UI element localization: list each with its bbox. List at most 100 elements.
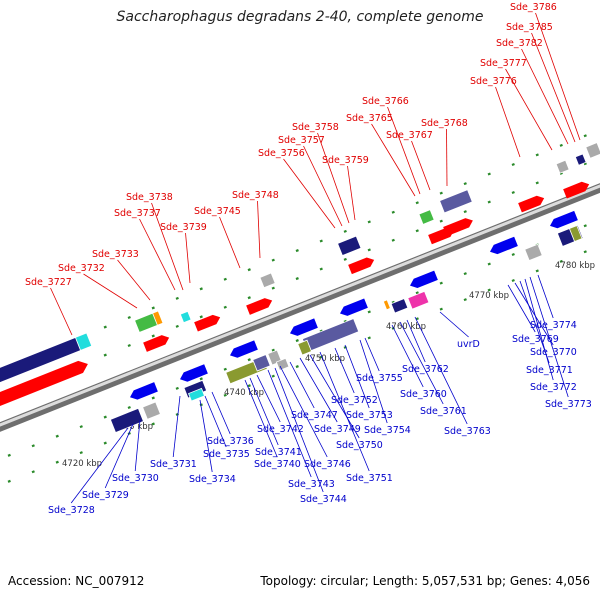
tick-mark	[7, 479, 11, 483]
tick-mark	[487, 200, 491, 204]
gene-feature	[130, 382, 158, 400]
reverse-leader-line	[391, 324, 424, 388]
gene-block	[252, 354, 271, 372]
forward-gene-label: Sde_3727	[25, 277, 72, 288]
reverse-leader-line	[289, 361, 315, 409]
gene-feature	[443, 218, 473, 237]
forward-gene-label: Sde_3776	[470, 76, 517, 87]
tick-mark	[439, 191, 443, 195]
gene-block	[574, 153, 587, 166]
tick-mark	[343, 257, 347, 261]
gene-arrow-forward	[246, 298, 273, 315]
tick-mark	[511, 162, 515, 166]
reverse-leader-line	[524, 278, 554, 381]
gene-feature	[74, 332, 93, 351]
reverse-leader-line	[344, 344, 370, 409]
gene-arrow-reverse	[130, 382, 158, 400]
reverse-leader-line	[309, 354, 360, 439]
tick-mark	[463, 210, 467, 214]
tick-mark	[7, 453, 11, 457]
reverse-gene-label: Sde_3746	[304, 459, 351, 470]
tick-mark	[367, 248, 371, 252]
reverse-gene-label: Sde_3734	[189, 474, 236, 485]
gene-feature	[518, 195, 545, 213]
genome-summary-text: Topology: circular; Length: 5,057,531 bp…	[260, 574, 590, 588]
gene-feature	[179, 310, 192, 324]
gene-feature	[252, 354, 271, 372]
scale-label: 4760 kbp	[386, 322, 426, 332]
forward-leader-line	[283, 158, 336, 229]
reverse-gene-label: Sde_3731	[150, 459, 197, 470]
reverse-gene-label: Sde_3773	[545, 399, 592, 410]
forward-gene-label: Sde_3782	[496, 38, 543, 49]
forward-gene-label: Sde_3759	[322, 155, 369, 166]
tick-mark	[367, 310, 371, 314]
tick-mark	[151, 396, 155, 400]
gene-arrow-reverse	[230, 340, 258, 358]
reverse-gene-label: Sde_3772	[530, 382, 577, 393]
reverse-leader-line	[279, 365, 328, 458]
reverse-leader-line	[204, 395, 227, 448]
gene-feature	[348, 257, 375, 275]
tick-mark	[55, 460, 59, 464]
genome-backbone	[0, 183, 600, 432]
gene-feature	[439, 189, 473, 214]
tick-mark	[223, 367, 227, 371]
forward-gene-label: Sde_3765	[346, 113, 393, 124]
reverse-gene-label: Sde_3751	[346, 473, 393, 484]
tick-mark	[319, 267, 323, 271]
forward-leader-line	[185, 232, 191, 284]
gene-feature	[418, 209, 435, 225]
gene-feature	[574, 153, 587, 166]
tick-mark	[151, 422, 155, 426]
forward-gene-label: Sde_3733	[92, 249, 139, 260]
tick-mark	[271, 374, 275, 378]
reverse-leader-line	[299, 357, 338, 423]
gene-feature	[524, 243, 543, 262]
gene-feature	[550, 210, 578, 229]
forward-gene-label: Sde_3738	[126, 192, 173, 203]
tick-mark	[559, 259, 563, 263]
forward-gene-label: Sde_3766	[362, 96, 409, 107]
reverse-gene-label: Sde_3742	[257, 424, 304, 435]
gene-block	[390, 298, 409, 314]
gene-block	[74, 332, 93, 351]
accession-text: Accession: NC_007912	[8, 574, 145, 588]
scale-label: 4720 kbp	[62, 459, 102, 469]
tick-mark	[79, 425, 83, 429]
forward-label-leaders	[50, 12, 581, 336]
reverse-gene-label: Sde_3754	[364, 425, 411, 436]
gene-feature	[180, 364, 208, 382]
reverse-leader-line	[359, 339, 388, 424]
tick-mark	[439, 307, 443, 311]
tick-mark	[247, 384, 251, 388]
gene-arrow-reverse	[550, 210, 578, 229]
map-title: Saccharophagus degradans 2-40, complete …	[116, 9, 484, 25]
tick-mark	[391, 210, 395, 214]
reverse-leader-line	[134, 419, 141, 472]
gene-arrow-forward	[143, 335, 170, 352]
tick-mark	[223, 305, 227, 309]
gene-feature	[143, 335, 170, 352]
scale-label: 4750 kbp	[305, 354, 345, 364]
tick-mark	[511, 278, 515, 282]
reverse-gene-label: Sde_3762	[402, 364, 449, 375]
gene-feature	[275, 357, 290, 371]
gene-block	[259, 272, 276, 289]
reverse-leader-line	[507, 284, 536, 333]
gene-feature	[246, 298, 273, 315]
forward-leader-line	[139, 218, 176, 291]
reverse-leader-line	[334, 347, 355, 394]
tick-mark	[103, 353, 107, 357]
gene-arrow-forward	[194, 314, 221, 332]
tick-mark	[31, 470, 35, 474]
forward-leader-line	[495, 86, 521, 158]
forward-leader-line	[83, 273, 138, 309]
gene-feature	[410, 270, 438, 289]
gene-feature	[187, 387, 206, 402]
reverse-gene-label: Sde_3753	[346, 410, 393, 421]
gene-feature	[297, 339, 313, 356]
forward-gene-labels: Sde_3727 Sde_3732 Sde_3733 Sde_3737 Sde_3738…	[25, 2, 557, 288]
forward-leader-line	[387, 106, 421, 195]
forward-leader-line	[521, 48, 569, 145]
